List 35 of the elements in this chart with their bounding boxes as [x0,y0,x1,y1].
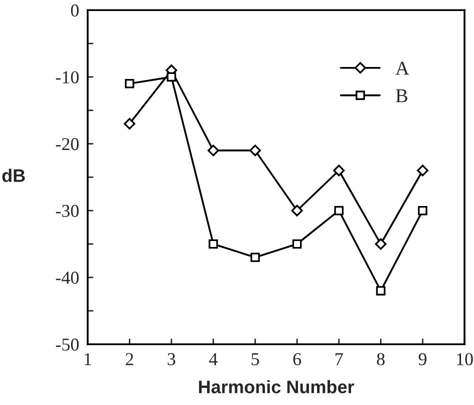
point [208,144,220,156]
point [416,164,428,176]
point [292,239,302,249]
x-tick-label: 2 [126,353,134,366]
x-tick-label: 1 [84,353,92,366]
point [124,118,136,130]
point [333,164,345,176]
point [208,239,218,249]
y-tick-label: -20 [56,138,79,150]
point [124,78,134,88]
x-tick-label: 3 [168,353,176,366]
point [291,204,303,216]
point [376,286,386,296]
y-axis-title: dB [2,168,25,182]
x-tick-label: 8 [376,353,385,366]
point [334,206,344,216]
x-tick-label: 5 [252,353,259,366]
legend-label: A [395,62,410,75]
point [418,206,428,216]
point [166,72,176,82]
y-tick-label: -10 [56,71,79,84]
legend-label: B [396,89,408,102]
y-tick-label: 0 [71,4,79,17]
x-tick-label: 4 [209,353,218,366]
x-axis-title: Harmonic Number [199,380,354,394]
x-tick-label: 10 [457,353,473,366]
x-tick-label: 6 [293,353,302,366]
point [375,238,387,250]
point [249,144,261,156]
y-tick-label: -30 [56,204,79,218]
y-tick-label: -50 [56,338,79,351]
x-tick-label: 7 [336,353,343,366]
x-tick-label: 9 [418,353,426,366]
point [250,252,260,262]
y-tick-label: -40 [56,272,79,284]
